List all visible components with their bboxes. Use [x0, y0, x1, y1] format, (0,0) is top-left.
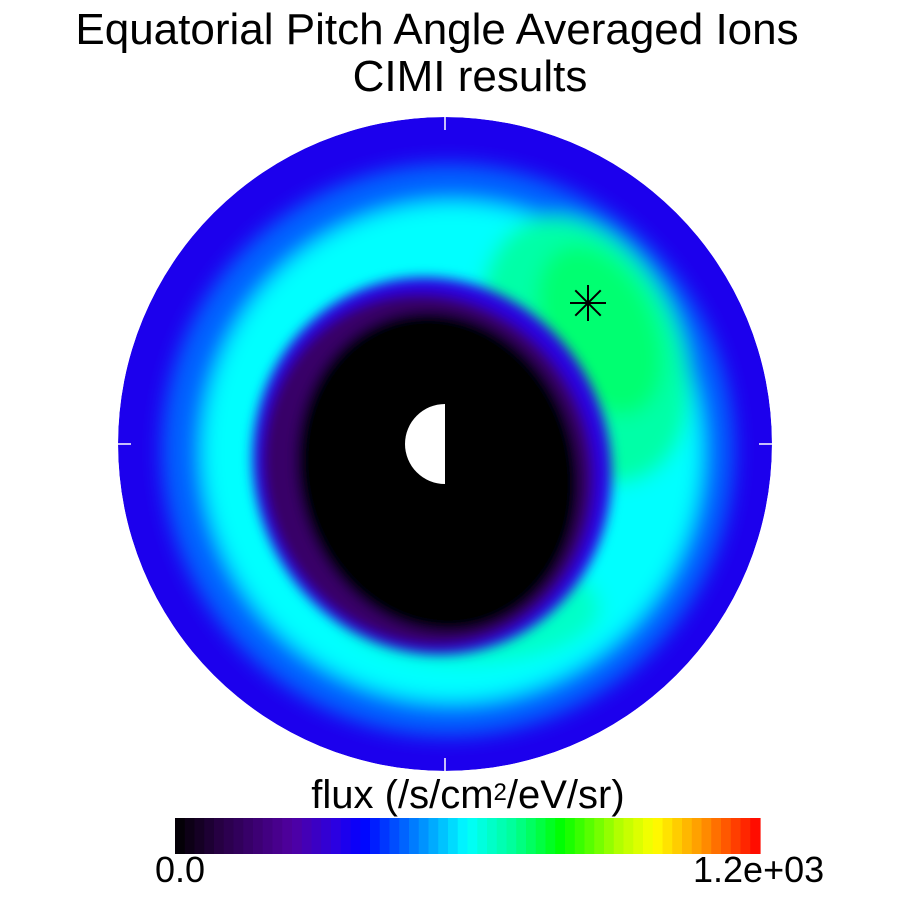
axis-ticks: [118, 117, 772, 771]
colorbar-label-sup: 2: [493, 779, 507, 806]
markers: [405, 285, 606, 484]
chart-title: Equatorial Pitch Angle Averaged Ions: [75, 5, 799, 54]
colorbar-max-label: 1.2e+03: [693, 849, 825, 890]
chart-subtitle: CIMI results: [352, 52, 588, 101]
satellite-marker-stroke: [574, 289, 602, 317]
colorbar-label-prefix: flux (/s/cm: [311, 773, 494, 817]
earth-nightside-marker: [445, 404, 485, 484]
colorbar-label-suffix: /eV/sr): [506, 773, 625, 817]
colorbar-label: flux (/s/cm2/eV/sr): [0, 772, 900, 818]
colorbar-min-label: 0.0: [155, 849, 206, 890]
satellite-marker-icon: [570, 285, 606, 321]
earth-dayside-marker: [405, 404, 445, 484]
